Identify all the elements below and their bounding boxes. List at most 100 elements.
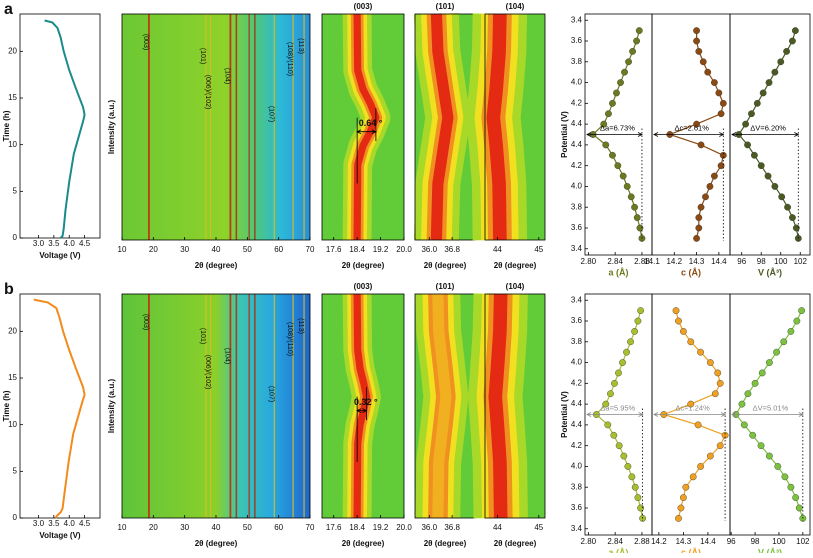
lattice-point [695, 47, 703, 55]
lattice-point [792, 494, 800, 502]
x-tick-label: 2.84 [607, 537, 623, 546]
x-tick-label: 14.2 [651, 537, 667, 546]
y-tick-label: 3.6 [571, 316, 583, 325]
shift-arrow [356, 408, 368, 414]
peak-label: (108)/(110) [286, 322, 293, 356]
x-tick-label: 40 [212, 523, 221, 532]
y-tick-label: 5 [13, 186, 18, 195]
lattice-point [742, 120, 750, 128]
x-tick-label: 44 [493, 523, 502, 532]
lattice-point [682, 483, 690, 491]
lattice-point [787, 327, 795, 335]
lattice-point [679, 327, 687, 335]
x-tick-label: 102 [796, 537, 810, 546]
lattice-point [637, 504, 645, 512]
lattice-point [711, 390, 719, 398]
y-tick-label: 4.2 [571, 98, 583, 107]
lattice-point [614, 162, 622, 170]
y-tick-label: 4.2 [571, 161, 583, 170]
y-axis-label: Intensity (a.u.) [107, 379, 116, 434]
y-tick-label: 3.4 [571, 524, 583, 533]
lattice-point [740, 421, 748, 429]
lattice-point [744, 390, 752, 398]
panel-title: (104) [506, 282, 525, 291]
delta-label: Δa=5.95% [600, 403, 635, 412]
peak-label: (104) [224, 68, 231, 84]
lattice-point [619, 172, 627, 180]
lattice-point [697, 203, 705, 211]
x-axis-label: 2θ (degree) [195, 539, 238, 548]
x-tick-label: 14.1 [644, 257, 660, 266]
x-tick-label: 96 [737, 257, 746, 266]
lattice-point [623, 183, 631, 190]
lattice-point [631, 327, 638, 335]
lattice-point [694, 421, 702, 429]
x-tick-label: 50 [243, 245, 252, 254]
x-tick-label: 18.4 [349, 245, 365, 254]
lattice-point [783, 47, 790, 55]
plot-frame [729, 13, 811, 256]
lattice-point [687, 400, 695, 408]
delta-arrow [731, 412, 804, 417]
lattice-point [758, 369, 766, 377]
x-tick-label: 98 [757, 257, 766, 266]
lattice-point [675, 317, 682, 325]
lattice-point [757, 162, 765, 170]
y-tick-label: 3.8 [571, 202, 583, 211]
lattice-point [609, 99, 616, 107]
lattice-point [766, 452, 773, 460]
x-axis-label: 2θ (degree) [342, 261, 385, 270]
x-tick-label: 44 [493, 245, 502, 254]
lattice-point [634, 317, 642, 325]
lattice-point [623, 348, 630, 356]
x-tick-label: 10 [118, 245, 127, 254]
x-axis-label: a (Å) [609, 547, 629, 553]
lattice-point [704, 68, 712, 76]
peak-label: (006)/(102) [204, 75, 211, 110]
plot-frame [484, 293, 546, 519]
lattice-point [620, 452, 628, 460]
lattice-point [679, 494, 687, 502]
lattice-point [784, 203, 791, 211]
y-tick-label: 4.4 [571, 140, 583, 149]
lattice-point [613, 89, 620, 97]
x-tick-label: 4.0 [64, 239, 76, 248]
lattice-point [629, 47, 636, 55]
lattice-point [702, 193, 709, 201]
lattice-point [719, 99, 727, 107]
y-tick-label: 3.6 [571, 223, 583, 232]
x-axis-label: a (Å) [609, 267, 629, 277]
lattice-point [780, 338, 788, 346]
lattice-point [631, 203, 638, 211]
lattice-point [605, 110, 612, 118]
x-tick-label: 4.5 [79, 519, 91, 528]
lattice-point [634, 494, 642, 502]
x-tick-label: 2.88 [634, 257, 650, 266]
x-tick-label: 10 [118, 523, 127, 532]
lattice-point [627, 338, 634, 346]
lattice-point [778, 193, 786, 201]
heatmap [122, 294, 310, 518]
shift-label: 0.32 ° [354, 397, 378, 407]
x-tick-label: 19.2 [373, 245, 389, 254]
x-tick-label: 50 [243, 523, 252, 532]
peak-label: (101) [199, 48, 206, 64]
lattice-point [687, 338, 695, 346]
panel-title: (003) [354, 2, 373, 11]
lattice-point [695, 214, 703, 222]
lattice-point [693, 27, 700, 35]
lattice-point [748, 110, 755, 118]
x-tick-label: 14.4 [711, 257, 727, 266]
lattice-point [714, 369, 722, 377]
voltage-curve [44, 19, 86, 239]
y-tick-label: 3.4 [571, 15, 583, 24]
panel-label: a [4, 1, 13, 18]
y-tick-label: 15 [8, 93, 17, 102]
x-tick-label: 60 [274, 523, 283, 532]
shift-label: 0.64 ° [359, 118, 383, 128]
x-axis-label: V (Å³) [758, 267, 782, 277]
x-tick-label: 30 [180, 245, 189, 254]
lattice-point [697, 141, 705, 149]
lattice-point [633, 37, 640, 45]
